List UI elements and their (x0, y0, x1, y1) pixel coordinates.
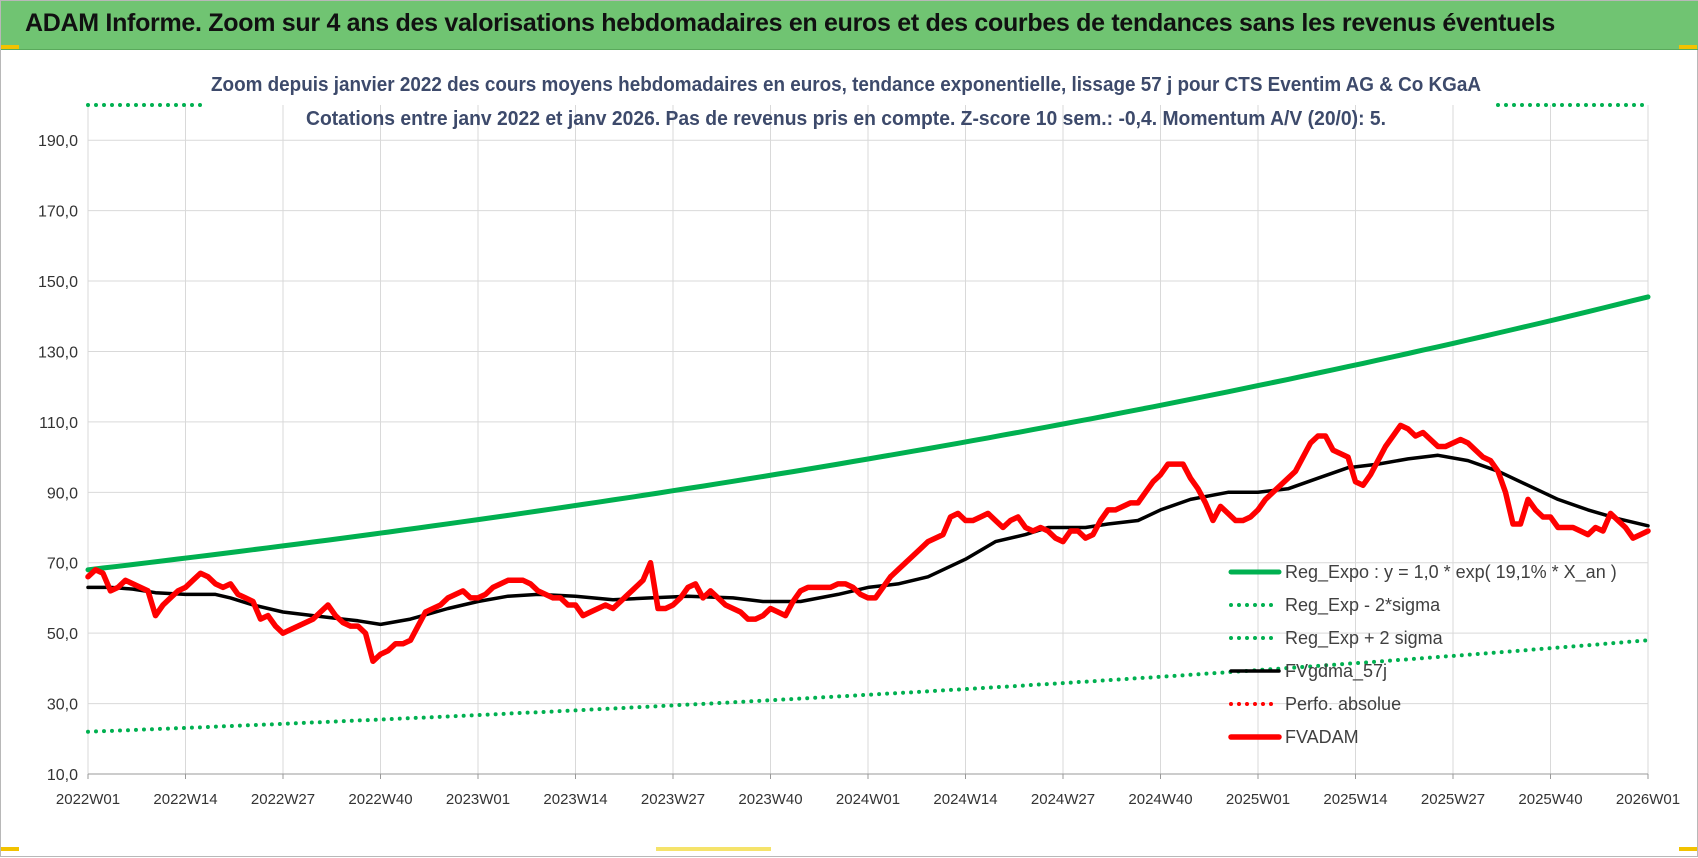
x-tick-label: 2023W40 (738, 791, 802, 808)
y-tick-label: 190,0 (38, 133, 78, 150)
x-tick-label: 2025W01 (1226, 791, 1290, 808)
y-tick-label: 10,0 (47, 767, 78, 784)
x-tick-label: 2023W01 (446, 791, 510, 808)
x-tick-label: 2024W14 (933, 791, 997, 808)
series-line (86, 638, 1650, 734)
legend-label: FVgdma_57j (1285, 661, 1387, 682)
corner-marker-bottom-left (1, 847, 19, 851)
x-tick-label: 2025W40 (1518, 791, 1582, 808)
x-tick-label: 2024W27 (1031, 791, 1095, 808)
x-tick-label: 2025W14 (1323, 791, 1387, 808)
x-tick-label: 2023W27 (641, 791, 705, 808)
banner-title: ADAM Informe. Zoom sur 4 ans des valoris… (25, 9, 1555, 37)
corner-marker-bottom-middle (656, 847, 771, 851)
chart-title: Zoom depuis janvier 2022 des cours moyen… (211, 74, 1481, 96)
y-tick-label: 130,0 (38, 344, 78, 361)
y-tick-label: 30,0 (47, 697, 78, 714)
x-tick-label: 2022W27 (251, 791, 315, 808)
series-layer (85, 103, 1651, 734)
legend-label: FVADAM (1285, 727, 1359, 747)
y-tick-label: 50,0 (47, 626, 78, 643)
corner-marker-top-left (1, 45, 19, 49)
corner-marker-bottom-right (1679, 847, 1697, 851)
x-tick-label: 2026W01 (1616, 791, 1680, 808)
y-tick-label: 170,0 (38, 204, 78, 221)
x-tick-label: 2022W14 (153, 791, 217, 808)
legend-label: Reg_Expo : y = 1,0 * exp( 19,1% * X_an ) (1285, 562, 1617, 583)
series-line (85, 294, 1651, 573)
y-tick-label: 90,0 (47, 485, 78, 502)
grid-lines (87, 105, 1649, 779)
corner-marker-top-right (1679, 45, 1697, 49)
x-tick-label: 2025W27 (1421, 791, 1485, 808)
legend-label: Reg_Exp - 2*sigma (1285, 595, 1441, 616)
title-banner: ADAM Informe. Zoom sur 4 ans des valoris… (1, 1, 1698, 50)
legend: Reg_Expo : y = 1,0 * exp( 19,1% * X_an )… (1228, 562, 1617, 747)
chart-subtitle: Cotations entre janv 2022 et janv 2026. … (306, 108, 1386, 130)
y-axis-labels: 10,0 30,0 50,0 70,0 90,0 110,0 130,0 150,0 170,0… (38, 133, 78, 784)
legend-label: Perfo. absolue (1285, 694, 1401, 714)
series-line (86, 453, 1650, 627)
series-line (85, 422, 1651, 665)
x-tick-label: 2022W40 (348, 791, 412, 808)
x-axis-labels: 2022W01 2022W14 2022W27 2022W40 2023W01 2023W… (56, 791, 1680, 808)
y-tick-label: 70,0 (47, 556, 78, 573)
legend-label: Reg_Exp + 2 sigma (1285, 628, 1444, 649)
x-tick-label: 2023W14 (543, 791, 607, 808)
x-tick-label: 2024W40 (1128, 791, 1192, 808)
x-tick-label: 2022W01 (56, 791, 120, 808)
y-tick-label: 110,0 (39, 415, 78, 432)
y-tick-label: 150,0 (38, 274, 78, 291)
x-tick-label: 2024W01 (836, 791, 900, 808)
